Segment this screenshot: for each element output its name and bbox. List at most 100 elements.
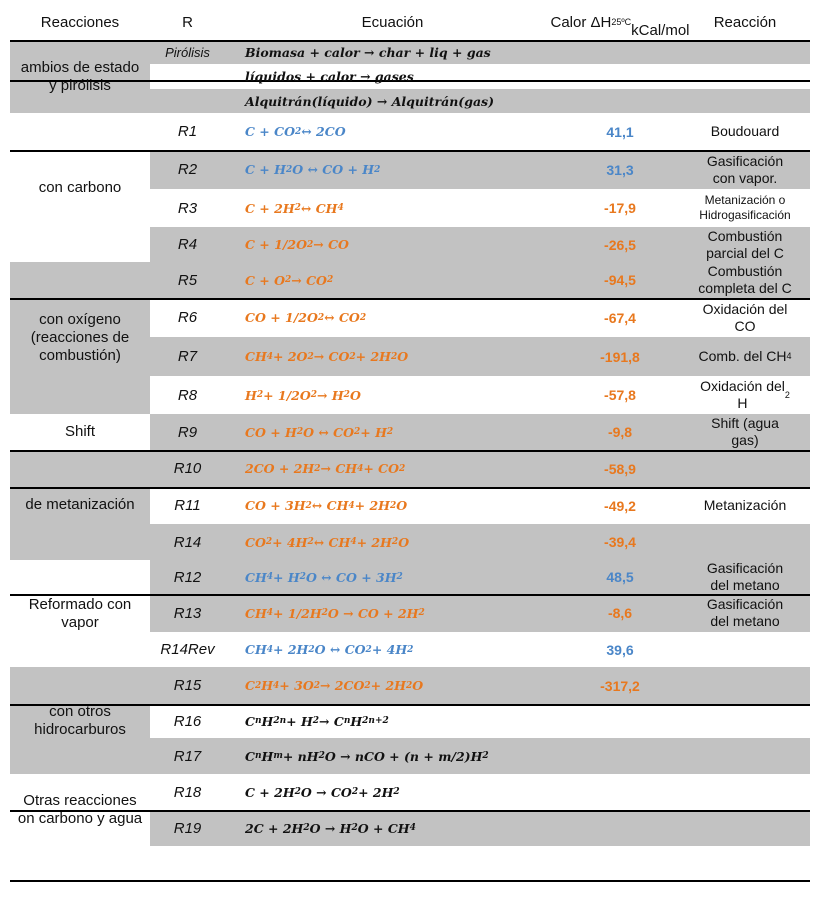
heat-value: -67,4	[604, 309, 636, 326]
heat-value	[560, 64, 680, 89]
row-shade	[150, 40, 810, 64]
reaction-name	[680, 810, 810, 846]
group-shade	[10, 450, 150, 560]
group-label: con otros hidrocarburos	[34, 702, 126, 738]
rule	[10, 487, 810, 489]
equation: C + 2H 2 ↔ CH 4	[245, 200, 344, 216]
heat-value	[560, 738, 680, 774]
reaction-name: Gasificación del metano	[706, 596, 784, 629]
equation: C + 1/2O 2 → CO	[245, 237, 349, 252]
heat-value: -57,8	[604, 387, 636, 403]
row-shade	[150, 560, 810, 594]
reaction-id: R12	[173, 568, 202, 586]
reaction-id: R18	[173, 783, 202, 801]
group-label: con carbono	[38, 178, 122, 196]
rule	[10, 594, 810, 596]
reaction-id: R13	[173, 604, 202, 622]
group-label: con oxígeno (reacciones de combustión)	[30, 311, 130, 364]
heat-value	[560, 704, 680, 738]
reaction-id: R1	[177, 123, 198, 140]
equation: C + CO 2 ↔ 2CO	[245, 124, 346, 139]
reaction-name: Boudouard	[710, 123, 780, 139]
equation: 2CO + 2H 2 → CH 4 + CO 2	[245, 461, 406, 476]
reaction-id	[150, 64, 225, 89]
heat-value: -17,9	[604, 200, 636, 216]
reaction-name: Metanización	[703, 497, 787, 513]
row-shade	[150, 738, 810, 774]
row-shade	[150, 150, 810, 189]
reaction-id: R11	[174, 497, 201, 514]
equation: Alquitrán(líquido) → Alquitrán(gas)	[245, 93, 495, 109]
reaction-id: R8	[177, 386, 198, 404]
header-reaccion: Reacción	[713, 13, 777, 31]
row-shade	[150, 337, 810, 376]
row-shade	[150, 414, 810, 450]
row-shade	[150, 89, 810, 113]
reaction-id: R6	[177, 309, 198, 326]
reaction-name: Gasificación del metano	[706, 560, 784, 593]
reaction-name: Combustión parcial del C	[706, 227, 784, 261]
group-label: Reformado con vapor	[28, 595, 132, 631]
heat-value: -58,9	[604, 460, 636, 477]
reaction-id: R4	[177, 236, 198, 253]
group-label: Shift	[64, 423, 95, 440]
heat-value: 39,6	[606, 641, 634, 658]
reaction-name: Comb. del CH 4	[698, 348, 792, 364]
header-ecuacion: Ecuación	[361, 13, 424, 31]
heat-value	[560, 774, 680, 810]
reaction-id: R15	[173, 677, 202, 694]
reaction-name	[680, 450, 810, 487]
reaction-name: Metanización o Hidrogasificación	[699, 193, 791, 222]
reactions-table: Reacciones R Ecuación Calor ΔH 25ºC kCal/mol R…	[10, 14, 810, 882]
equation: CO + 3H 2 ↔ CH 4 + 2H 2 O	[245, 498, 408, 513]
equation: CO 2 + 4H 2 ↔ CH 4 + 2H 2 O	[245, 534, 410, 550]
reaction-id: R16	[173, 712, 202, 730]
row-shade	[150, 810, 810, 846]
heat-value: -317,2	[600, 677, 640, 694]
reaction-name	[680, 667, 810, 704]
heat-value: -26,5	[604, 236, 636, 253]
reaction-name	[680, 64, 810, 89]
header-r: R	[182, 13, 193, 31]
heat-value: -39,4	[604, 534, 636, 550]
reaction-id: R14	[173, 533, 202, 551]
reaction-id: R3	[177, 199, 198, 217]
reaction-name: Gasificación con vapor.	[706, 152, 784, 186]
heat-value: 31,3	[606, 161, 634, 178]
group-shade	[10, 40, 150, 113]
equation: CO + 1/2O 2 ↔ CO 2	[245, 310, 367, 325]
row-shade	[150, 594, 810, 632]
rule	[10, 880, 810, 882]
heat-value	[560, 40, 680, 64]
equation: C + 2H 2 O → CO 2 + 2H 2	[245, 784, 400, 800]
heat-value: 48,5	[606, 569, 634, 585]
rule	[10, 150, 810, 152]
heat-value: -94,5	[604, 272, 636, 288]
row-shade	[150, 667, 810, 704]
heat-value: -191,8	[600, 348, 640, 365]
group-shade	[10, 262, 150, 414]
group-shade	[10, 667, 150, 774]
reaction-id: R5	[177, 271, 198, 289]
reaction-name	[680, 738, 810, 774]
row-shade	[150, 524, 810, 560]
equation: CH 4 + 2O 2 → CO 2 + 2H 2 O	[245, 349, 409, 364]
reaction-id: R14Rev	[160, 641, 215, 658]
header-reacciones: Reacciones	[40, 13, 120, 31]
heat-value: 41,1	[606, 123, 634, 140]
reaction-id: R9	[177, 423, 198, 441]
heat-value: -49,2	[604, 497, 636, 514]
reaction-name	[680, 89, 810, 113]
reaction-name	[680, 632, 810, 667]
group-label: Otras reacciones on carbono y agua	[17, 792, 143, 827]
header-calor: Calor ΔH 25ºC kCal/mol	[550, 13, 690, 40]
